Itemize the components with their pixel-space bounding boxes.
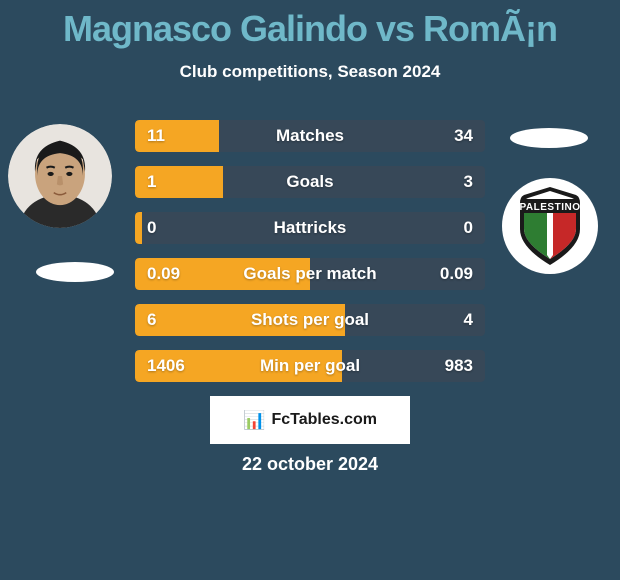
source-footer[interactable]: 📊 FcTables.com — [210, 396, 410, 444]
comparison-card: Magnasco Galindo vs RomÃ¡n Club competit… — [0, 0, 620, 580]
stat-label: Goals per match — [135, 258, 485, 290]
stat-value-right: 983 — [445, 350, 473, 382]
stat-row: 1Goals3 — [135, 166, 485, 198]
date-label: 22 october 2024 — [0, 454, 620, 475]
stat-label: Hattricks — [135, 212, 485, 244]
player-left-avatar — [8, 124, 112, 228]
stat-row: 11Matches34 — [135, 120, 485, 152]
stat-value-right: 34 — [454, 120, 473, 152]
stat-row: 6Shots per goal4 — [135, 304, 485, 336]
player-right-badge: PALESTINO — [502, 178, 598, 274]
stats-panel: 11Matches34 1Goals3 0Hattricks0 0.09Goals p… — [135, 120, 485, 396]
chart-icon: 📊 — [243, 410, 265, 431]
club-left-pill — [36, 262, 114, 282]
stat-row: 0Hattricks0 — [135, 212, 485, 244]
stat-row: 1406Min per goal983 — [135, 350, 485, 382]
club-right-pill — [510, 128, 588, 148]
stat-row: 0.09Goals per match0.09 — [135, 258, 485, 290]
stat-value-right: 4 — [464, 304, 473, 336]
footer-text: FcTables.com — [271, 411, 377, 429]
stat-value-right: 0 — [464, 212, 473, 244]
stat-label: Shots per goal — [135, 304, 485, 336]
subtitle: Club competitions, Season 2024 — [0, 62, 620, 82]
stat-value-right: 0.09 — [440, 258, 473, 290]
badge-label: PALESTINO — [520, 202, 581, 213]
stat-value-right: 3 — [464, 166, 473, 198]
page-title: Magnasco Galindo vs RomÃ¡n — [0, 8, 620, 50]
stat-label: Matches — [135, 120, 485, 152]
stat-label: Goals — [135, 166, 485, 198]
stat-label: Min per goal — [135, 350, 485, 382]
